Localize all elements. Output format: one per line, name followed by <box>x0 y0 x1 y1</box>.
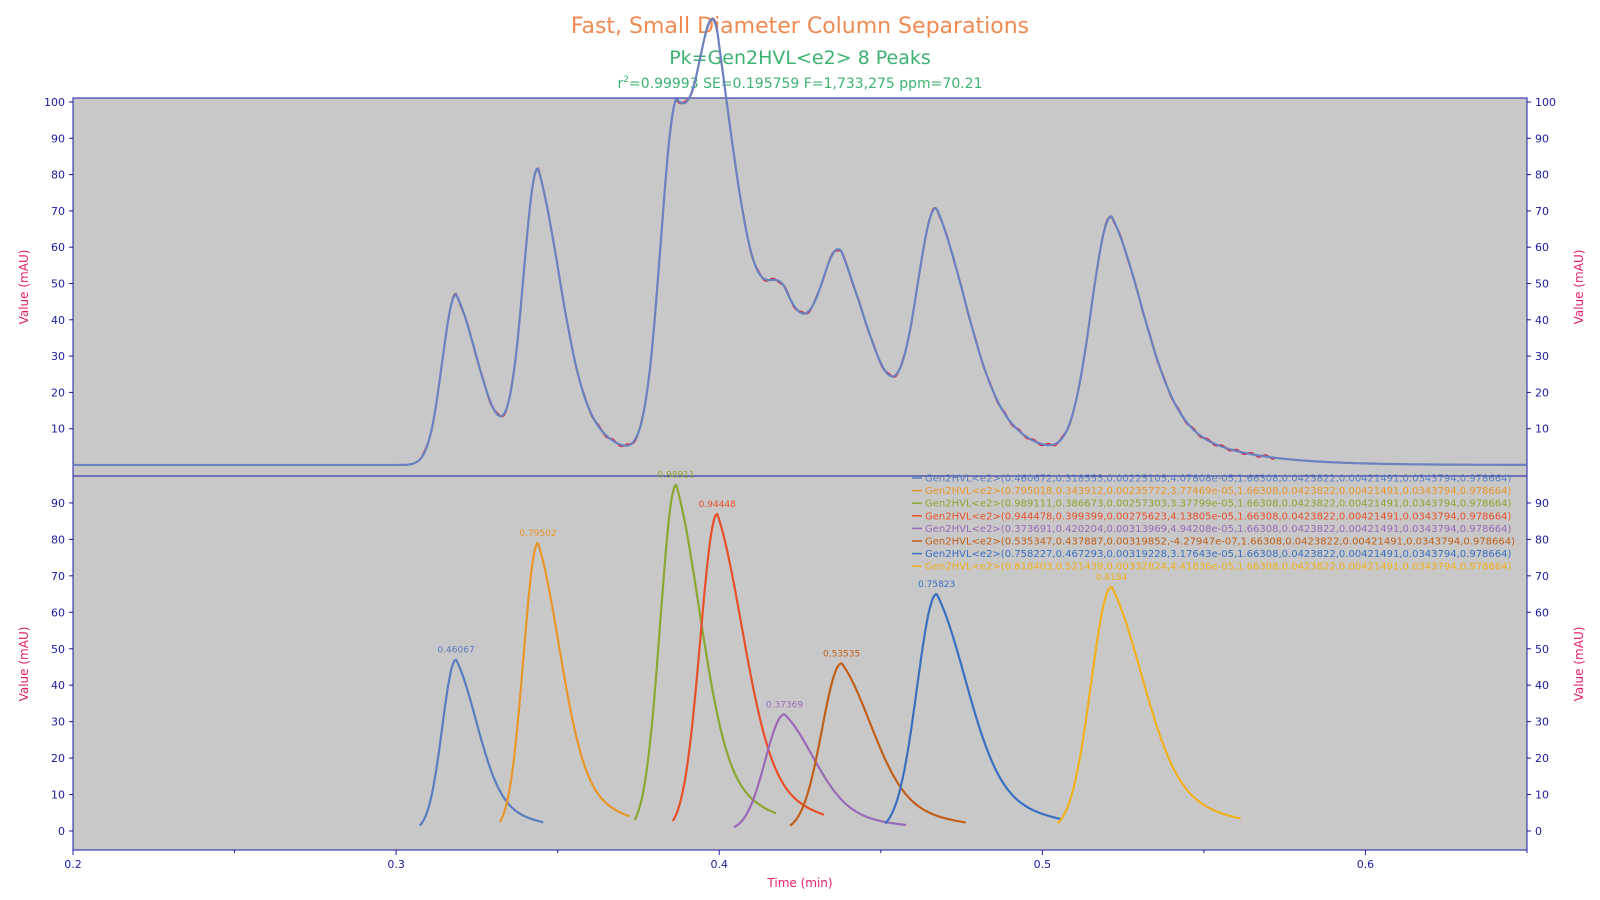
legend-entry: Gen2HVL<e2>(0.989111,0.386673,0.00257303… <box>925 499 1512 510</box>
upper-left-tick-label: 80 <box>51 169 65 182</box>
lower-left-tick-label: 30 <box>51 716 65 729</box>
r2-prefix: r <box>618 76 624 92</box>
legend-entry: Gen2HVL<e2>(0.818403,0.521439,0.00332824… <box>925 562 1512 573</box>
legend-entry: Gen2HVL<e2>(0.460672,0.318555,0.00225105… <box>925 474 1512 485</box>
upper-y-axis-ticks: 10 10 20 20 30 30 40 40 50 50 60 60 70 70 80 80 90 90 100 1… <box>44 96 1556 436</box>
peak-curve <box>789 662 966 827</box>
lower-y-axis-ticks: 0 0 10 10 20 20 30 30 40 40 50 50 60 60 70 70 80 80 90 90 <box>51 497 1549 838</box>
peak-label: 0.46067 <box>437 646 474 656</box>
x-axis-ticks: 0.2 0.3 0.4 0.5 0.6 <box>64 850 1528 871</box>
lower-left-tick-label: 0 <box>58 825 65 838</box>
peak-label: 0.94448 <box>699 500 736 510</box>
upper-right-tick-label: 30 <box>1535 350 1549 363</box>
lower-right-tick-label: 40 <box>1535 679 1549 692</box>
legend-entry: Gen2HVL<e2>(0.944478,0.399399,0.00275623… <box>925 511 1512 522</box>
lower-left-y-axis-label: Value (mAU) <box>17 627 31 702</box>
upper-left-tick-label: 10 <box>51 423 65 436</box>
fit-series-line <box>73 17 1527 467</box>
peak-label: 0.75823 <box>918 580 955 590</box>
lower-right-tick-label: 60 <box>1535 606 1549 619</box>
chart-title: Fast, Small Diameter Column Separations <box>571 14 1029 39</box>
x-tick-label: 0.5 <box>1034 858 1052 871</box>
upper-right-tick-label: 10 <box>1535 423 1549 436</box>
lower-curves <box>418 483 1241 829</box>
upper-left-y-axis-label: Value (mAU) <box>17 250 31 325</box>
upper-right-tick-label: 100 <box>1535 96 1556 109</box>
upper-right-tick-label: 70 <box>1535 205 1549 218</box>
upper-right-tick-label: 40 <box>1535 314 1549 327</box>
upper-plot-area <box>72 97 1528 477</box>
lower-right-tick-label: 70 <box>1535 570 1549 583</box>
peak-curve <box>671 512 825 822</box>
upper-left-tick-label: 50 <box>51 278 65 291</box>
x-tick-label: 0.2 <box>64 858 82 871</box>
peak-label: 0.8184 <box>1096 573 1128 583</box>
lower-right-tick-label: 90 <box>1535 497 1549 510</box>
legend-entry: Gen2HVL<e2>(0.373691,0.420204,0.00313969… <box>925 524 1512 535</box>
x-axis-label: Time (min) <box>766 876 832 890</box>
lower-left-tick-label: 70 <box>51 570 65 583</box>
r2-superscript: 2 <box>623 75 629 85</box>
upper-right-y-axis-label: Value (mAU) <box>1572 250 1586 325</box>
x-tick-label: 0.3 <box>387 858 405 871</box>
upper-right-tick-label: 90 <box>1535 132 1549 145</box>
peak-labels: 0.46067 0.79502 0.98911 0.94448 0.37369 0.535… <box>437 471 1127 711</box>
lower-right-tick-label: 0 <box>1535 825 1542 838</box>
chart-subtitle: Pk=Gen2HVL<e2> 8 Peaks <box>669 47 931 69</box>
upper-left-tick-label: 100 <box>44 96 65 109</box>
peak-curve <box>1057 585 1241 825</box>
x-tick-label: 0.4 <box>710 858 728 871</box>
upper-left-tick-label: 60 <box>51 241 65 254</box>
upper-right-tick-label: 80 <box>1535 169 1549 182</box>
x-tick-label: 0.6 <box>1357 858 1375 871</box>
peak-curve <box>733 713 907 829</box>
upper-right-tick-label: 20 <box>1535 386 1549 399</box>
upper-right-tick-label: 60 <box>1535 241 1549 254</box>
upper-left-tick-label: 40 <box>51 314 65 327</box>
upper-curves <box>73 17 1527 467</box>
peak-label: 0.79502 <box>519 529 556 539</box>
lower-right-tick-label: 20 <box>1535 752 1549 765</box>
lower-right-y-axis-label: Value (mAU) <box>1572 627 1586 702</box>
lower-left-tick-label: 10 <box>51 789 65 802</box>
fit-statistics-values: =0.99993 SE=0.195759 F=1,733,275 ppm=70.… <box>629 76 983 92</box>
peak-label: 0.37369 <box>766 700 803 710</box>
lower-plot-area <box>72 475 1528 851</box>
legend-entry: Gen2HVL<e2>(0.795018,0.343912,0.00235772… <box>925 486 1512 497</box>
legend-entry: Gen2HVL<e2>(0.535347,0.437887,0.00319852… <box>925 537 1515 548</box>
lower-left-tick-label: 50 <box>51 643 65 656</box>
legend-entry: Gen2HVL<e2>(0.758227,0.467293,0.00319228… <box>925 549 1512 560</box>
peak-curve <box>498 541 630 823</box>
upper-right-tick-label: 50 <box>1535 278 1549 291</box>
lower-left-tick-label: 60 <box>51 606 65 619</box>
lower-left-tick-label: 90 <box>51 497 65 510</box>
upper-left-tick-label: 20 <box>51 386 65 399</box>
lower-right-tick-label: 10 <box>1535 789 1549 802</box>
lower-right-tick-label: 80 <box>1535 533 1549 546</box>
upper-left-tick-label: 30 <box>51 350 65 363</box>
lower-right-tick-label: 30 <box>1535 716 1549 729</box>
lower-left-tick-label: 20 <box>51 752 65 765</box>
peak-curve <box>418 658 544 827</box>
upper-left-tick-label: 70 <box>51 205 65 218</box>
lower-right-tick-label: 50 <box>1535 643 1549 656</box>
upper-left-tick-label: 90 <box>51 132 65 145</box>
lower-left-tick-label: 80 <box>51 533 65 546</box>
lower-left-tick-label: 40 <box>51 679 65 692</box>
peak-curve <box>884 593 1061 825</box>
legend: Gen2HVL<e2>(0.460672,0.318555,0.00225105… <box>912 474 1515 573</box>
fit-statistics: r2=0.99993 SE=0.195759 F=1,733,275 ppm=7… <box>618 75 983 92</box>
peak-label: 0.53535 <box>823 649 860 659</box>
peak-label: 0.98911 <box>658 471 695 481</box>
